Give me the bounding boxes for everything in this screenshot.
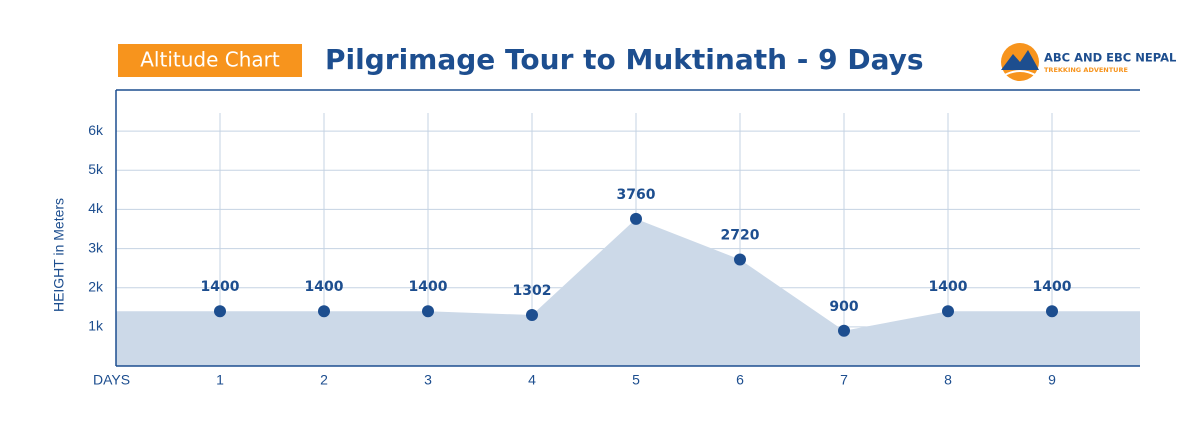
value-label: 1400: [409, 279, 448, 295]
x-axis-label: DAYS: [93, 372, 130, 388]
value-label: 900: [829, 299, 858, 315]
point: [526, 309, 538, 322]
value-label: 3760: [617, 187, 656, 203]
value-label: 1400: [201, 279, 240, 295]
value-label: 1400: [929, 279, 968, 295]
x-tick-label: 9: [1048, 372, 1056, 388]
y-tick-label: 4k: [88, 200, 104, 216]
point: [1046, 305, 1058, 318]
point: [630, 212, 642, 225]
x-tick-label: 7: [840, 372, 848, 388]
point: [422, 305, 434, 318]
logo-name: ABC AND EBC NEPAL: [1044, 51, 1177, 65]
value-label: 1400: [1033, 279, 1072, 295]
y-axis-label: HEIGHT in Meters: [51, 198, 67, 312]
x-tick-label: 1: [216, 372, 224, 388]
value-label: 2720: [721, 228, 760, 244]
logo-wave: [1002, 70, 1038, 77]
x-tick-label: 6: [736, 372, 744, 388]
value-label: 1400: [305, 279, 344, 295]
chart-title: Pilgrimage Tour to Muktinath - 9 Days: [325, 43, 924, 76]
point: [838, 324, 850, 337]
y-tick-label: 5k: [88, 161, 104, 177]
x-tick-label: 4: [528, 372, 536, 388]
badge: Altitude Chart: [140, 48, 280, 72]
y-tick-label: 2k: [88, 278, 104, 294]
badge-box: [118, 44, 302, 77]
y-tick-label: 3k: [88, 239, 104, 255]
y-tick-label: 6k: [88, 122, 104, 138]
point: [942, 305, 954, 318]
x-tick-label: 5: [632, 372, 640, 388]
point: [214, 305, 226, 318]
x-tick-label: 2: [320, 372, 328, 388]
point: [734, 253, 746, 266]
x-tick-label: 3: [424, 372, 432, 388]
x-tick-label: 8: [944, 372, 952, 388]
logo: ABC AND EBC NEPAL TREKKING ADVENTURE: [1001, 43, 1177, 81]
value-label: 1302: [513, 283, 552, 299]
y-tick-label: 1k: [88, 318, 104, 334]
point: [318, 305, 330, 318]
logo-mountain: [1001, 50, 1039, 70]
area: [116, 218, 1140, 366]
logo-tagline: TREKKING ADVENTURE: [1044, 66, 1128, 74]
